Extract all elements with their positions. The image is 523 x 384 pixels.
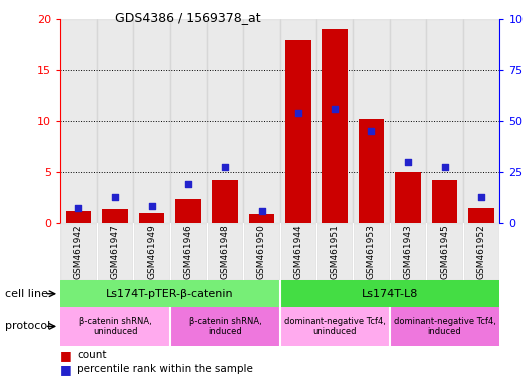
Bar: [175, 199, 201, 223]
Bar: [280, 307, 390, 346]
Bar: [286, 40, 311, 223]
Point: [147, 204, 156, 210]
Bar: [390, 223, 426, 280]
Text: protocol: protocol: [5, 321, 51, 331]
Point: [111, 194, 119, 200]
Bar: [66, 210, 91, 223]
Bar: [280, 223, 316, 280]
Text: ■: ■: [60, 349, 72, 362]
Point: [477, 194, 485, 200]
Text: ■: ■: [60, 363, 72, 376]
Bar: [139, 213, 164, 223]
Bar: [316, 19, 353, 223]
Text: β-catenin shRNA,
uninduced: β-catenin shRNA, uninduced: [78, 317, 152, 336]
Bar: [469, 209, 494, 223]
Bar: [280, 19, 316, 223]
Bar: [353, 223, 390, 280]
Bar: [280, 280, 499, 307]
Text: dominant-negative Tcf4,
uninduced: dominant-negative Tcf4, uninduced: [284, 317, 385, 336]
Text: GSM461945: GSM461945: [440, 224, 449, 279]
Text: cell line: cell line: [5, 289, 48, 299]
Bar: [316, 223, 353, 280]
Bar: [426, 223, 463, 280]
Bar: [322, 30, 347, 223]
Bar: [243, 223, 280, 280]
Point: [440, 164, 449, 170]
Bar: [353, 19, 390, 223]
Text: GSM461951: GSM461951: [330, 224, 339, 279]
Text: percentile rank within the sample: percentile rank within the sample: [77, 364, 253, 374]
Text: Ls174T-L8: Ls174T-L8: [361, 289, 418, 299]
Bar: [463, 223, 499, 280]
Bar: [102, 210, 128, 223]
Text: Ls174T-pTER-β-catenin: Ls174T-pTER-β-catenin: [106, 289, 234, 299]
Text: GDS4386 / 1569378_at: GDS4386 / 1569378_at: [115, 12, 260, 25]
Text: β-catenin shRNA,
induced: β-catenin shRNA, induced: [188, 317, 262, 336]
Bar: [207, 223, 243, 280]
Text: dominant-negative Tcf4,
induced: dominant-negative Tcf4, induced: [394, 317, 495, 336]
Text: count: count: [77, 350, 106, 360]
Bar: [395, 172, 420, 223]
Bar: [60, 19, 97, 223]
Point: [74, 205, 83, 212]
Text: GSM461949: GSM461949: [147, 224, 156, 279]
Bar: [60, 223, 97, 280]
Bar: [133, 19, 170, 223]
Bar: [97, 223, 133, 280]
Bar: [359, 119, 384, 223]
Bar: [463, 19, 499, 223]
Bar: [431, 180, 457, 223]
Point: [221, 164, 229, 170]
Bar: [249, 214, 275, 223]
Point: [367, 128, 376, 134]
Bar: [170, 19, 207, 223]
Text: GSM461947: GSM461947: [110, 224, 120, 279]
Point: [184, 181, 192, 187]
Bar: [170, 307, 280, 346]
Point: [294, 110, 302, 116]
Bar: [133, 223, 170, 280]
Bar: [97, 19, 133, 223]
Text: GSM461943: GSM461943: [403, 224, 413, 279]
Text: GSM461942: GSM461942: [74, 224, 83, 279]
Text: GSM461944: GSM461944: [293, 224, 303, 279]
Bar: [212, 180, 237, 223]
Bar: [60, 307, 170, 346]
Bar: [243, 19, 280, 223]
Bar: [390, 19, 426, 223]
Point: [331, 106, 339, 112]
Text: GSM461946: GSM461946: [184, 224, 193, 279]
Bar: [60, 280, 280, 307]
Text: GSM461952: GSM461952: [476, 224, 486, 279]
Point: [404, 159, 412, 165]
Bar: [390, 307, 499, 346]
Bar: [170, 223, 207, 280]
Bar: [426, 19, 463, 223]
Text: GSM461953: GSM461953: [367, 224, 376, 279]
Text: GSM461950: GSM461950: [257, 224, 266, 279]
Text: GSM461948: GSM461948: [220, 224, 230, 279]
Bar: [207, 19, 243, 223]
Point: [257, 207, 266, 214]
